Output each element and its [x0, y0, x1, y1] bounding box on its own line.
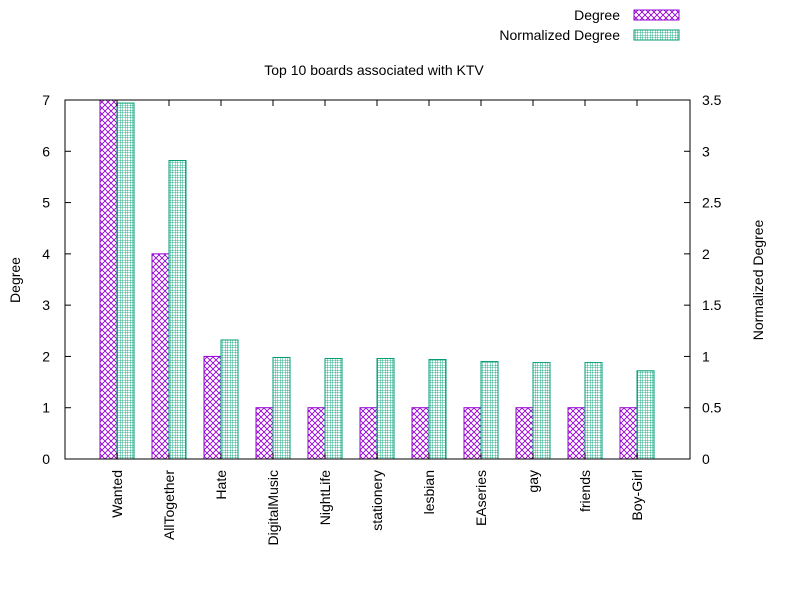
bar-degree-EAseries [463, 407, 482, 460]
y-tick-label: 7 [42, 92, 50, 108]
y2-tick-label: 2.5 [702, 195, 722, 211]
bar-degree-DigitalMusic [255, 407, 274, 460]
y-axis-label: Degree [7, 257, 23, 303]
x-tick-label: stationery [369, 470, 385, 531]
plot-area: Wanted AllTogether Hate DigitalMusic NightLi… [42, 92, 721, 545]
bar-normalized-degree-gay [532, 362, 551, 460]
y2-tick-label: 1.5 [702, 297, 722, 313]
y-tick-label: 2 [42, 348, 50, 364]
x-tick-label: Boy-Girl [629, 470, 645, 521]
bar-degree-NightLife [307, 407, 326, 460]
bar-degree-Hate [203, 355, 222, 460]
y2-tick-label: 2 [702, 246, 710, 262]
y2-tick-label: 0 [702, 451, 710, 467]
bar-degree-gay [515, 407, 534, 460]
x-tick-label: DigitalMusic [265, 470, 281, 545]
legend-label: Degree [574, 7, 620, 23]
y-tick-label: 5 [42, 195, 50, 211]
bar-normalized-degree-Hate [220, 339, 239, 460]
bar-degree-AllTogether [151, 253, 170, 460]
x-tick-label: gay [525, 470, 541, 493]
x-tick-label: Wanted [109, 470, 125, 518]
x-tick-label: friends [577, 470, 593, 512]
x-tick-label: EAseries [473, 470, 489, 526]
x-tick-label: Hate [213, 470, 229, 500]
bar-normalized-degree-NightLife [324, 357, 343, 460]
legend-swatch-normalized-degree [633, 29, 680, 41]
y-tick-label: 1 [42, 400, 50, 416]
bar-degree-lesbian [411, 407, 430, 460]
y2-tick-label: 1 [702, 348, 710, 364]
y-tick-label: 3 [42, 297, 50, 313]
legend: Degree Normalized Degree [499, 7, 680, 43]
legend-label: Normalized Degree [499, 27, 620, 43]
bar-degree-friends [567, 407, 586, 460]
chart-title: Top 10 boards associated with KTV [264, 62, 484, 78]
bar-normalized-degree-lesbian [428, 359, 447, 460]
x-tick-label: lesbian [421, 470, 437, 514]
bar-normalized-degree-DigitalMusic [272, 356, 291, 460]
bar-normalized-degree-Wanted [116, 102, 135, 460]
x-tick-label: AllTogether [161, 470, 177, 540]
y2-tick-label: 3 [702, 143, 710, 159]
plot-border [64, 99, 691, 460]
y2-axis-label: Normalized Degree [750, 219, 766, 340]
bar-normalized-degree-AllTogether [168, 160, 187, 460]
bar-degree-Wanted [99, 99, 118, 460]
y-tick-label: 0 [42, 451, 50, 467]
bar-normalized-degree-friends [584, 362, 603, 460]
bar-degree-stationery [359, 407, 378, 460]
bar-normalized-degree-stationery [376, 357, 395, 460]
bar-normalized-degree-EAseries [480, 361, 499, 460]
y-tick-label: 4 [42, 246, 50, 262]
bar-degree-Boy-Girl [619, 407, 638, 460]
legend-swatch-degree [633, 9, 680, 21]
y2-tick-label: 3.5 [702, 92, 722, 108]
x-tick-label: NightLife [317, 470, 333, 525]
bar-normalized-degree-Boy-Girl [636, 370, 655, 460]
y-tick-label: 6 [42, 143, 50, 159]
y2-tick-label: 0.5 [702, 400, 722, 416]
